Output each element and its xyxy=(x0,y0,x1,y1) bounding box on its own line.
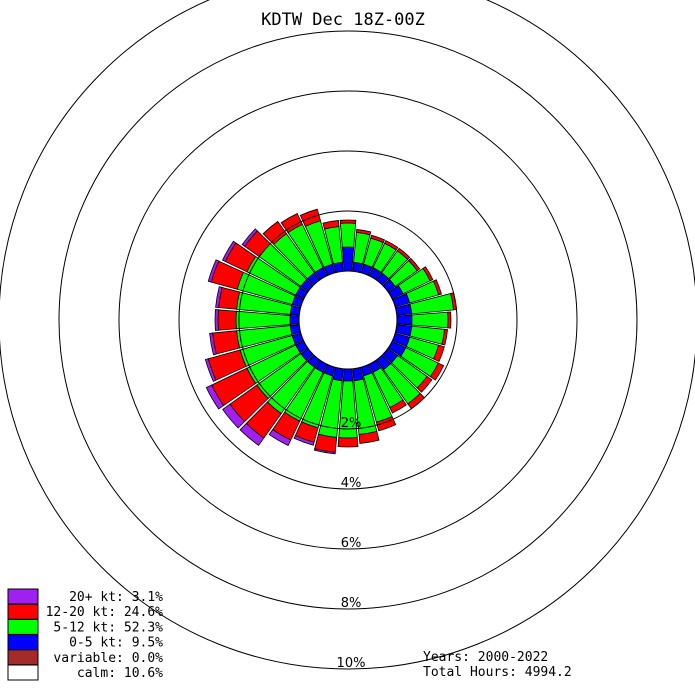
petal-segment xyxy=(433,279,442,296)
petal-segment xyxy=(239,422,265,446)
legend-swatch xyxy=(7,634,39,651)
chart-title: KDTW Dec 18Z-00Z xyxy=(261,10,425,30)
ring-label: 4% xyxy=(341,476,362,491)
petal-segment xyxy=(214,309,219,331)
legend-label: 0-5 kt: 9.5% xyxy=(69,636,163,651)
petal-segment xyxy=(447,311,452,329)
petal-segment xyxy=(429,362,445,381)
ring-2 xyxy=(238,210,458,430)
legend-swatch xyxy=(7,649,39,666)
petal-segment xyxy=(293,435,315,446)
petal-segment xyxy=(342,368,354,382)
rings-group xyxy=(0,0,695,670)
ring-10 xyxy=(0,0,695,670)
petal-segment xyxy=(289,315,300,325)
legend-label: calm: 10.6% xyxy=(77,666,163,681)
petal-segment xyxy=(358,430,380,444)
petal-segment xyxy=(222,240,237,262)
petal-segment xyxy=(222,403,246,429)
total-hours-label: Total Hours: 4994.2 xyxy=(423,665,572,680)
petal-segment xyxy=(268,429,292,446)
petal-segment xyxy=(209,332,217,356)
legend-swatch xyxy=(7,588,39,605)
petal-segment xyxy=(204,358,217,382)
ring-label: 6% xyxy=(341,536,362,551)
legend-swatch xyxy=(7,664,39,681)
legend-label: 5-12 kt: 52.3% xyxy=(53,620,163,635)
petal-segment xyxy=(408,257,421,272)
petal-segment xyxy=(207,259,220,283)
petal-segment xyxy=(416,375,433,393)
petals-group xyxy=(204,208,457,455)
legend-swatch xyxy=(7,603,39,620)
petal-segment xyxy=(389,399,407,414)
petal-segment xyxy=(313,448,336,455)
ring-label: 10% xyxy=(337,656,366,671)
petal-segment xyxy=(241,228,258,247)
legend: 20+ kt: 3.1%12-20 kt: 24.6%5-12 kt: 52.3… xyxy=(7,588,164,681)
petal-segment xyxy=(215,286,223,308)
petal-segment xyxy=(341,246,355,272)
years-label: Years: 2000-2022 xyxy=(423,650,548,665)
petal-segment xyxy=(396,314,413,326)
petal-segment xyxy=(337,437,359,448)
legend-label: 12-20 kt: 24.6% xyxy=(46,605,164,620)
ring-label: 2% xyxy=(341,416,362,431)
legend-swatch xyxy=(7,618,39,635)
petal-segment xyxy=(280,212,303,234)
calm-circle xyxy=(298,270,398,370)
petal-segment xyxy=(205,384,225,410)
ring-6 xyxy=(118,90,578,550)
petal-segment xyxy=(262,220,288,245)
petal-segment xyxy=(411,311,449,329)
petal-segment xyxy=(396,247,411,260)
petal-segment xyxy=(217,309,237,331)
petal-segment xyxy=(441,328,448,346)
ring-labels-group: 2% 4% 6% 8% 10% xyxy=(337,416,366,671)
petal-segment xyxy=(339,222,357,248)
ring-4 xyxy=(178,150,518,490)
petal-segment xyxy=(339,219,357,224)
ring-label: 8% xyxy=(341,596,362,611)
legend-label: variable: 0.0% xyxy=(53,651,163,666)
ring-8 xyxy=(58,30,638,610)
petal-segment xyxy=(384,240,399,251)
legend-label: 20+ kt: 3.1% xyxy=(69,590,163,605)
petal-segment xyxy=(355,228,372,236)
petal-segment xyxy=(370,234,386,244)
petal-segment xyxy=(212,330,241,355)
petal-segment xyxy=(433,344,445,362)
petal-segment xyxy=(422,266,434,282)
petal-segment xyxy=(322,220,340,230)
